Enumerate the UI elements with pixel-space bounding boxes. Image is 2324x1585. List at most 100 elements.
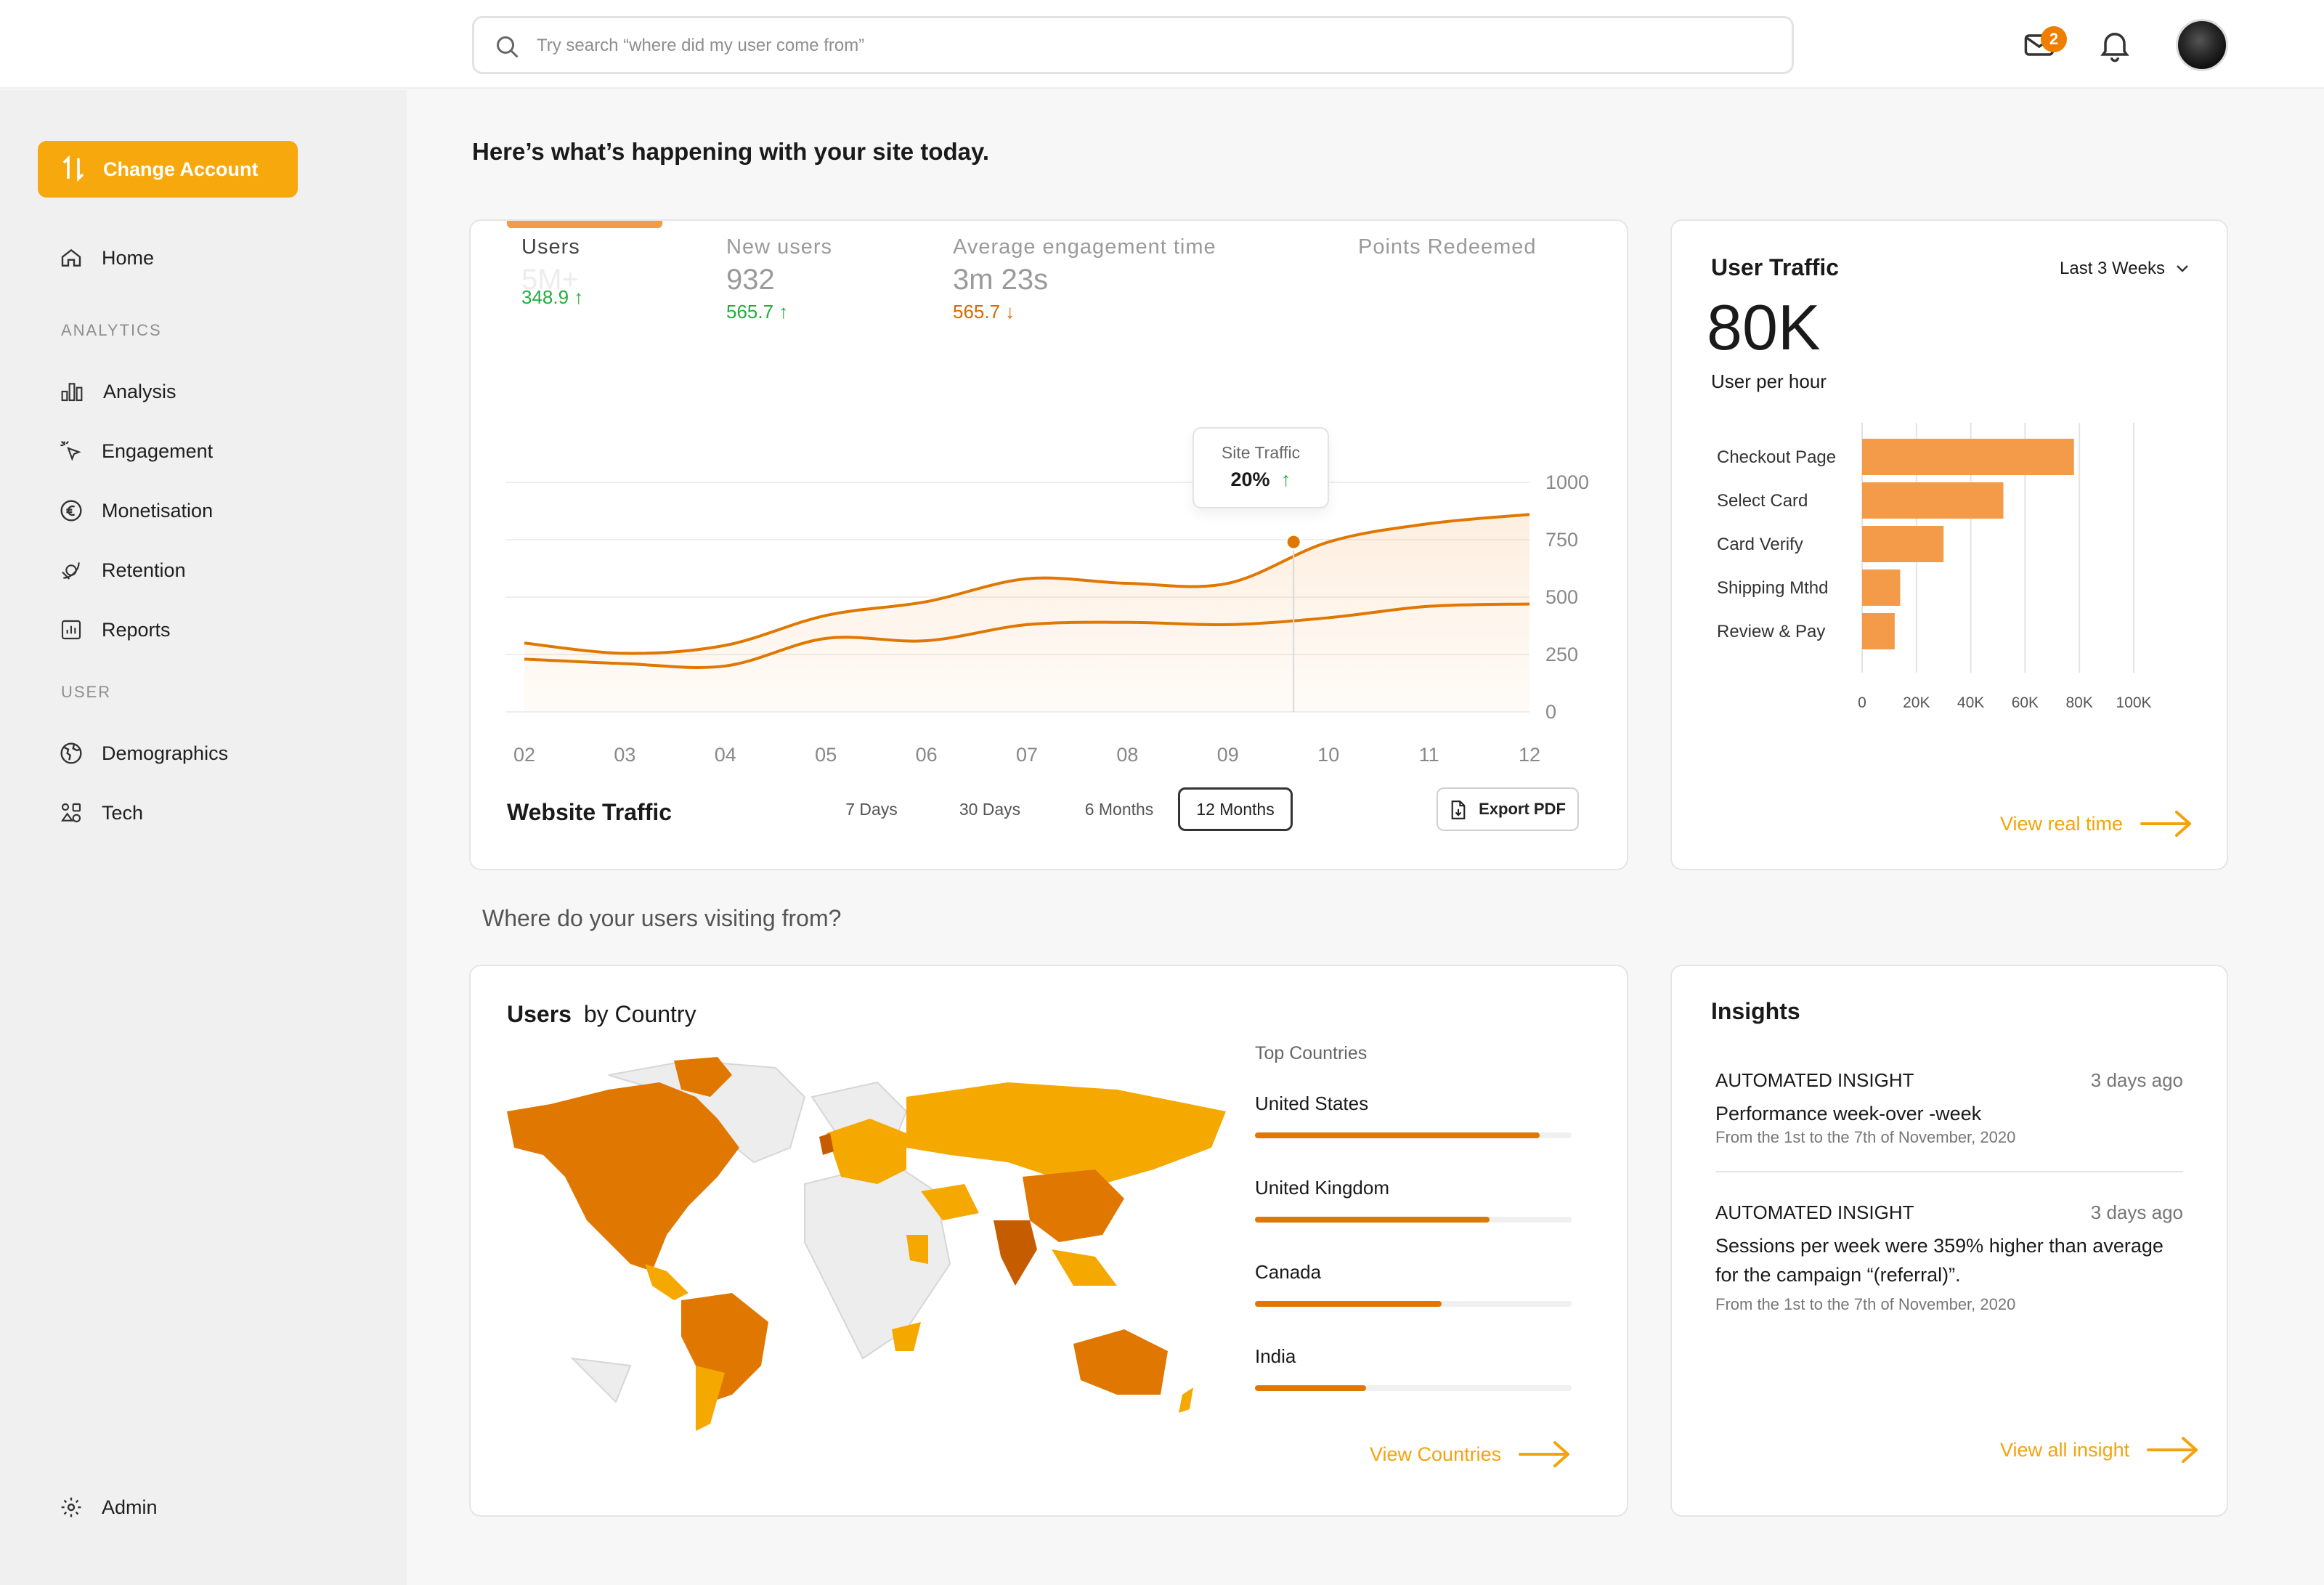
insight-tag: AUTOMATED INSIGHT — [1715, 1201, 1914, 1223]
sidebar-item-monetisation[interactable]: Monetisation — [60, 492, 213, 529]
section-user: USER — [61, 683, 112, 701]
country-row[interactable]: Canada — [1255, 1261, 1572, 1307]
y-tick-label: 750 — [1545, 529, 1578, 551]
tab-new-users[interactable]: New users 932 565.7 ↑ — [726, 235, 832, 323]
link-label: View all insight — [2000, 1438, 2130, 1461]
x-tick-label: 60K — [2012, 694, 2039, 711]
search-input[interactable] — [537, 28, 1699, 63]
search-box[interactable] — [472, 16, 1794, 74]
x-tick-label: 07 — [1016, 744, 1038, 766]
users-by-country-card: Users by Country Top Countries United St… — [469, 965, 1628, 1517]
tech-icon — [60, 803, 81, 823]
chart-title: Website Traffic — [507, 799, 673, 825]
view-countries-link[interactable]: View Countries — [1370, 1440, 1572, 1469]
country-row[interactable]: United States — [1255, 1093, 1572, 1138]
y-tick-label: 0 — [1545, 701, 1556, 723]
sidebar-item-demographics[interactable]: Demographics — [60, 735, 228, 771]
period-dropdown[interactable]: Last 3 Weeks — [2060, 259, 2190, 279]
bar[interactable] — [1862, 482, 2004, 519]
tab-value: 3m 23s — [953, 264, 1049, 296]
bar[interactable] — [1862, 526, 1944, 562]
insight-item[interactable]: AUTOMATED INSIGHT 3 days ago Performance… — [1715, 1069, 2183, 1147]
insight-text: Performance week-over -week — [1715, 1103, 1982, 1124]
sidebar-item-engagement[interactable]: Engagement — [60, 433, 213, 469]
user-traffic-bar-chart[interactable]: 0 20K 40K 60K 80K 100K Checkout Page Select Car… — [1672, 417, 2230, 722]
arrow-right-icon — [2140, 811, 2192, 837]
range-12-months[interactable]: 12 Months — [1178, 787, 1293, 831]
swap-arrows-icon — [62, 155, 84, 182]
tab-engagement-time[interactable]: Average engagement time 3m 23s 565.7 ↓ — [953, 235, 1216, 323]
arrow-right-icon — [1519, 1441, 1570, 1467]
greenland — [674, 1057, 732, 1097]
sidebar-item-label: Monetisation — [102, 499, 214, 522]
country-bar-fill — [1255, 1385, 1366, 1391]
x-tick-label: 11 — [1419, 744, 1439, 766]
bar-chart-icon — [61, 383, 83, 402]
tab-change: 348.9 ↑ — [521, 286, 584, 308]
bar[interactable] — [1862, 569, 1901, 606]
x-tick-label: 12 — [1519, 744, 1540, 766]
bar[interactable] — [1862, 613, 1895, 649]
change-account-button[interactable]: Change Account — [38, 141, 298, 198]
link-label: View Countries — [1370, 1443, 1502, 1465]
bar[interactable] — [1862, 439, 2074, 475]
insights-title: Insights — [1711, 998, 1800, 1024]
x-tick-label: 03 — [614, 744, 635, 766]
arrow-right-icon — [2147, 1437, 2198, 1463]
sidebar-item-retention[interactable]: Retention — [60, 552, 186, 588]
period-label: Last 3 Weeks — [2060, 259, 2165, 278]
country-bar-track — [1255, 1301, 1572, 1307]
export-pdf-button[interactable]: Export PDF — [1437, 787, 1579, 831]
home-icon — [61, 248, 81, 267]
sidebar-item-tech[interactable]: Tech — [60, 795, 143, 831]
traffic-line-chart[interactable]: 0 250 500 750 1000 02 03 04 05 06 07 08 09 10 11 12 — [471, 410, 1630, 773]
sidebar-item-admin[interactable]: Admin — [60, 1489, 158, 1525]
range-30-days[interactable]: 30 Days — [935, 787, 1044, 831]
countries-title-bold: Users — [507, 1001, 572, 1027]
x-tick-label: 08 — [1116, 744, 1138, 766]
insight-item[interactable]: AUTOMATED INSIGHT 3 days ago Sessions pe… — [1715, 1201, 2183, 1314]
x-tick-label: 05 — [815, 744, 837, 766]
country-row[interactable]: United Kingdom — [1255, 1177, 1572, 1223]
user-traffic-title: User Traffic — [1711, 254, 1840, 280]
africa-part — [906, 1235, 928, 1264]
x-tick-label: 100K — [2116, 694, 2151, 711]
highlight-point[interactable] — [1285, 533, 1302, 551]
sidebar-item-home[interactable]: Home — [60, 240, 154, 276]
avatar[interactable] — [2176, 19, 2228, 71]
world-map[interactable] — [500, 1053, 1233, 1431]
view-all-insight-link[interactable]: View all insight — [2000, 1435, 2201, 1464]
sidebar-item-analysis[interactable]: Analysis — [60, 373, 176, 410]
y-tick-label: 250 — [1545, 644, 1578, 665]
x-tick-label: 09 — [1217, 744, 1239, 766]
bell-icon[interactable] — [2096, 26, 2134, 64]
reports-icon — [61, 620, 81, 640]
insight-sub: From the 1st to the 7th of November, 202… — [1715, 1128, 2016, 1146]
country-name: United Kingdom — [1255, 1177, 1389, 1199]
sidebar-item-reports[interactable]: Reports — [60, 612, 171, 648]
tab-users[interactable]: Users 5M+ 348.9 ↑ — [521, 235, 583, 309]
india — [994, 1220, 1037, 1286]
view-real-time-link[interactable]: View real time — [2000, 809, 2194, 838]
range-6-months[interactable]: 6 Months — [1059, 787, 1179, 831]
countries-title-rest: by Country — [583, 1001, 696, 1027]
insight-text: Sessions per week were 359% higher than … — [1715, 1235, 2163, 1286]
tab-value: 932 — [726, 264, 775, 296]
country-row[interactable]: India — [1255, 1345, 1572, 1391]
user-traffic-subtitle: User per hour — [1711, 370, 1827, 392]
tab-value: 5M+ — [521, 264, 579, 296]
series-line-primary — [524, 513, 1530, 655]
country-name: Canada — [1255, 1261, 1322, 1283]
tab-label: Users — [521, 235, 580, 259]
chevron-down-icon — [2177, 265, 2188, 272]
country-name: India — [1255, 1345, 1296, 1367]
range-7-days[interactable]: 7 Days — [822, 787, 921, 831]
sidebar-item-label: Demographics — [102, 742, 229, 764]
southeast-asia — [1052, 1249, 1117, 1286]
insights-card: Insights AUTOMATED INSIGHT 3 days ago Pe… — [1670, 965, 2228, 1517]
export-label: Export PDF — [1479, 800, 1566, 818]
tab-points-redeemed[interactable]: Points Redeemed — [1358, 235, 1537, 259]
tab-label: Points Redeemed — [1358, 235, 1537, 259]
china — [1023, 1170, 1124, 1242]
x-tick-label: 04 — [715, 744, 736, 766]
